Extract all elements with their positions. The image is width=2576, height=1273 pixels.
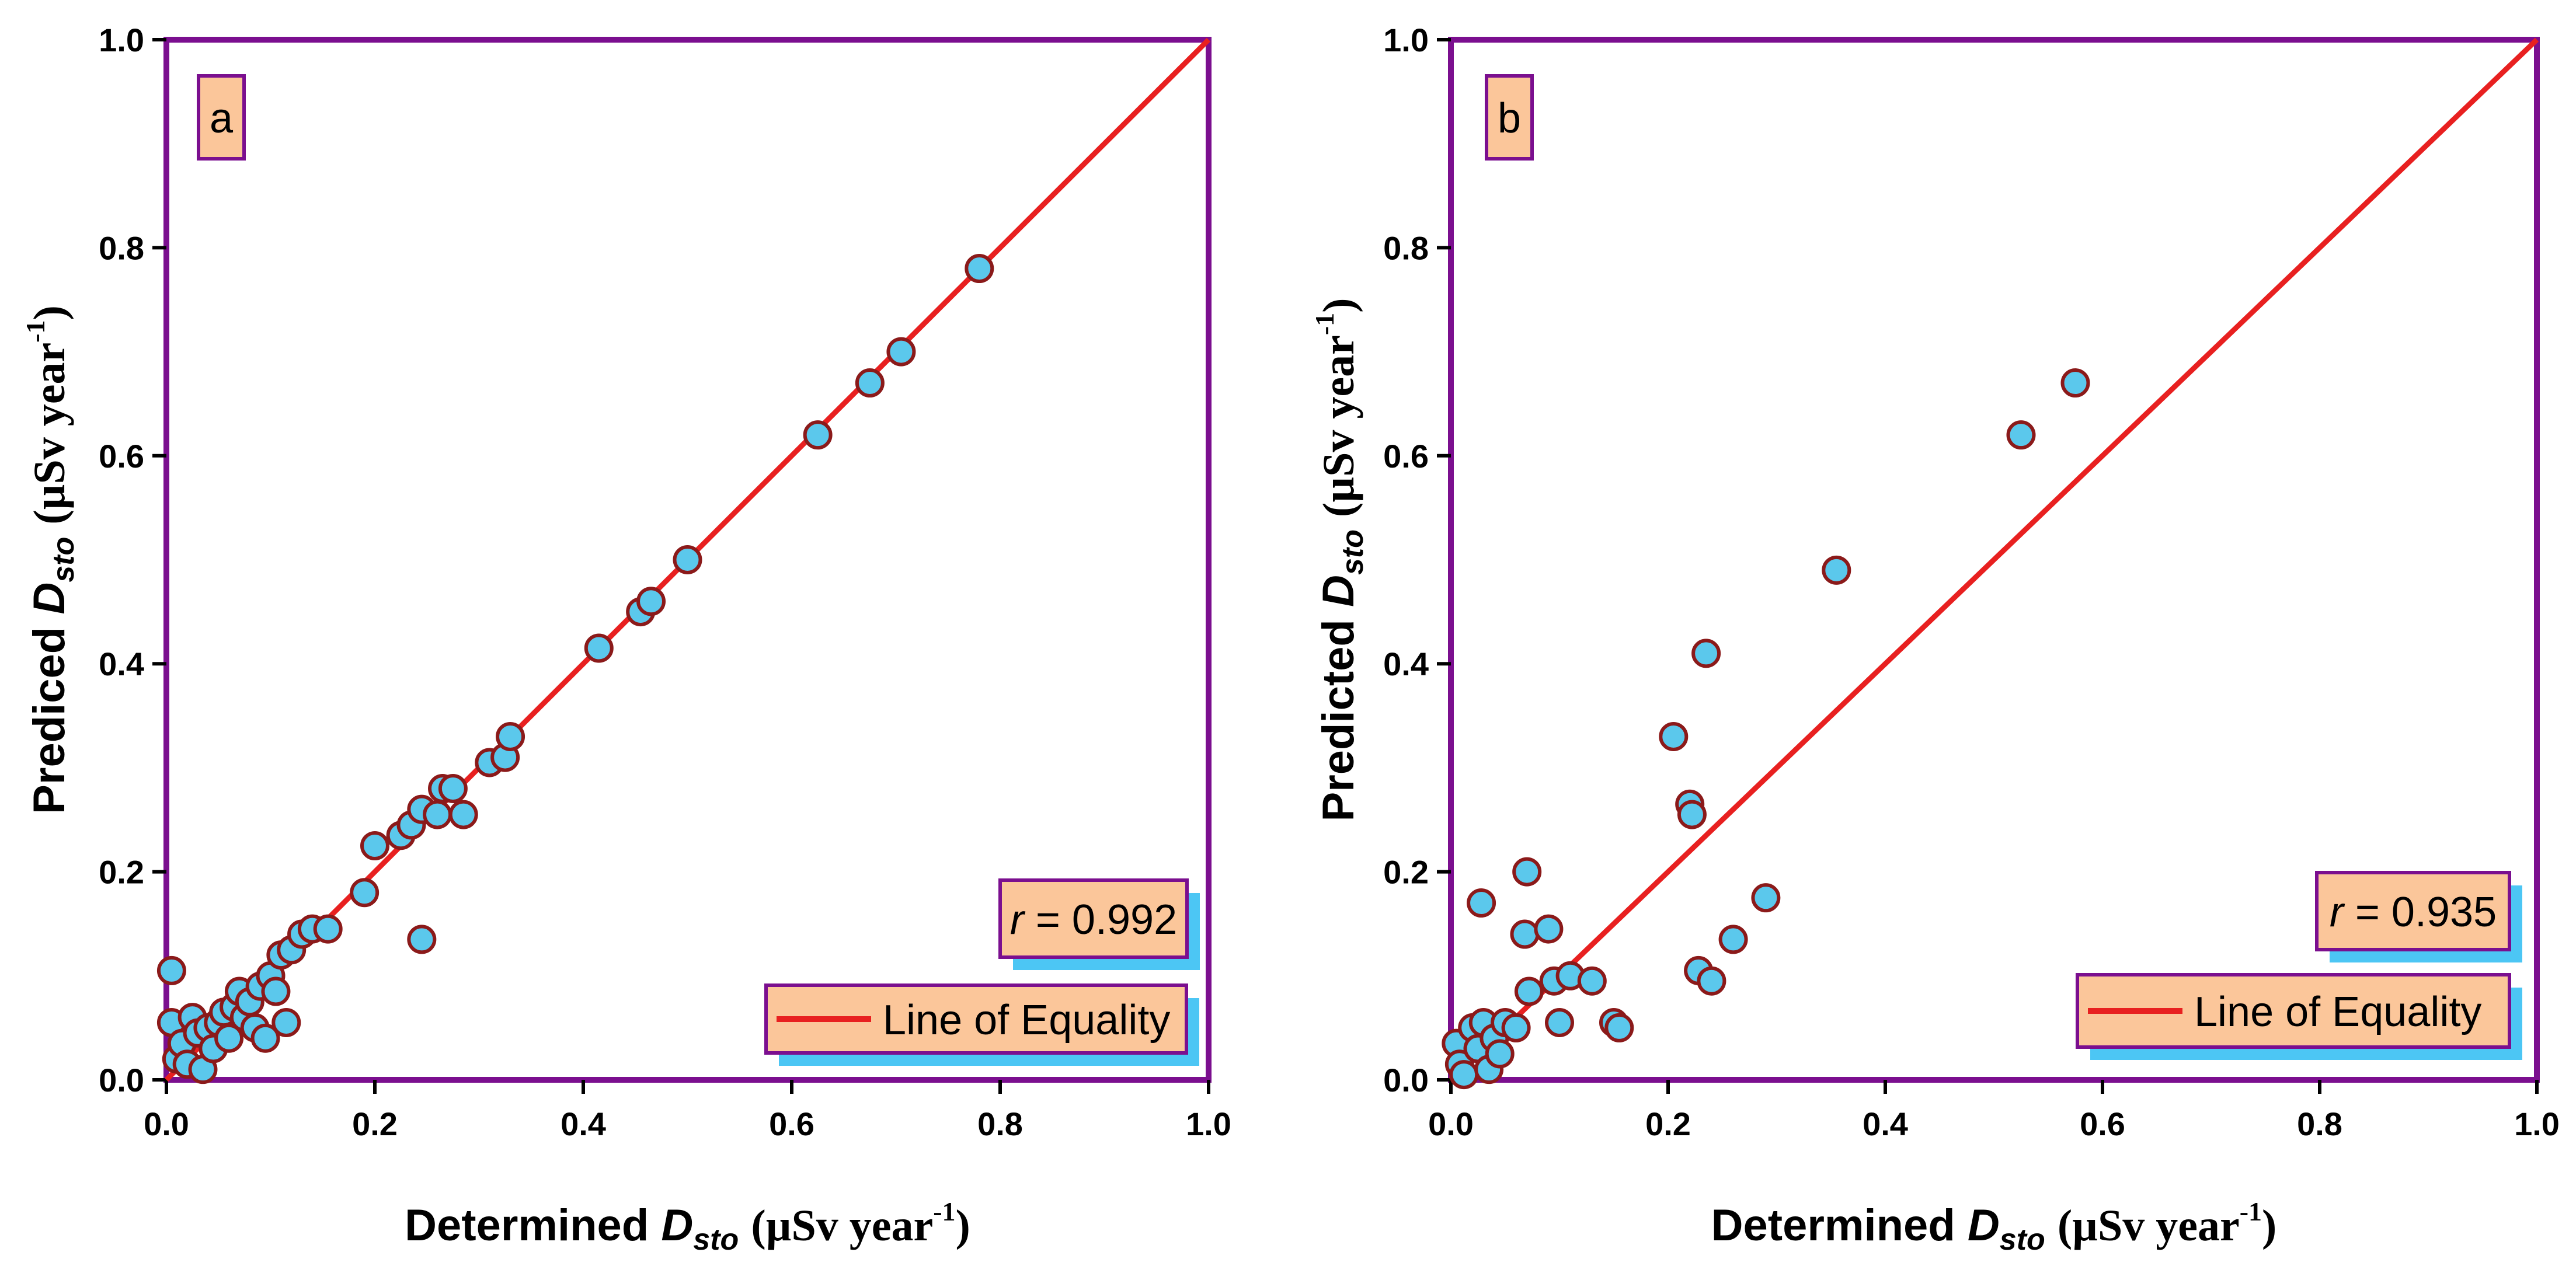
data-point: [360, 831, 389, 861]
data-point: [313, 914, 343, 944]
data-point: [448, 800, 478, 829]
legend-label: Line of Equality: [2194, 989, 2481, 1035]
r-box: [998, 878, 1189, 959]
data-point: [855, 368, 885, 398]
x-tick-label: 1.0: [1186, 1105, 1231, 1142]
panel-b: 0.0 0.2 0.4 0.6 0.8 1.0 0.0 0.2 0.4 0.6 0.8 1.0 b r =…: [1310, 22, 2560, 1257]
data-point: [1467, 888, 1496, 918]
data-point: [350, 878, 380, 908]
data-point: [2006, 420, 2036, 450]
data-point: [250, 1023, 280, 1053]
data-point: [803, 420, 833, 450]
y-tick-label: 1.0: [99, 22, 144, 58]
x-tick-label: 0.6: [769, 1105, 814, 1142]
data-point: [423, 800, 452, 829]
x-tick-label: 0.8: [2297, 1105, 2342, 1142]
data-point: [214, 1023, 244, 1053]
y-tick-label: 0.0: [1383, 1062, 1429, 1098]
data-point: [1514, 976, 1544, 1006]
x-tick-label: 0.6: [2080, 1105, 2125, 1142]
y-tick-label: 0.8: [1383, 229, 1429, 266]
y-tick-label: 0.2: [99, 854, 144, 891]
line-of-equality: [1449, 37, 2539, 1082]
data-point: [1512, 857, 1542, 887]
data-point: [1485, 1039, 1515, 1069]
x-tick-label: 0.0: [144, 1105, 189, 1142]
data-point: [2060, 368, 2090, 398]
data-point: [584, 633, 614, 663]
data-point: [261, 976, 291, 1006]
x-axis-title: Determined Dsto (µSv year-1): [1711, 1197, 2277, 1257]
data-point: [1577, 966, 1607, 996]
legend-label: Line of Equality: [883, 997, 1170, 1044]
data-point: [1534, 914, 1564, 944]
data-point: [886, 337, 916, 367]
panel-a: 0.0 0.2 0.4 0.6 0.8 1.0 0.0 0.2 0.4 0.6 0.8 1.0 a r =…: [20, 22, 1231, 1257]
panel-label: b: [1498, 95, 1521, 142]
y-axis-title: Prediced Dsto (µSv year-1): [20, 305, 81, 814]
data-point: [965, 254, 994, 284]
data-point: [1545, 1007, 1574, 1037]
y-tick-label: 0.6: [99, 438, 144, 475]
data-point: [1449, 1060, 1479, 1090]
data-point: [1822, 555, 1851, 585]
x-tick-label: 0.2: [1645, 1105, 1691, 1142]
plot-frame: [1448, 37, 2540, 1083]
data-point: [1510, 919, 1540, 949]
y-tick-label: 0.6: [1383, 438, 1429, 475]
data-point: [1659, 721, 1689, 751]
y-axis-title: Predicted Dsto (µSv year-1): [1310, 298, 1370, 822]
r-value: r = 0.935: [2330, 889, 2497, 936]
data-point: [407, 925, 437, 954]
panel-label-box: [197, 74, 246, 161]
data-point: [271, 1007, 301, 1037]
data-point: [1718, 925, 1748, 954]
panel-label: a: [210, 95, 234, 142]
x-tick-label: 0.4: [561, 1105, 606, 1142]
y-tick-label: 1.0: [1383, 22, 1429, 58]
r-box: [2315, 871, 2511, 951]
y-tick-label: 0.8: [99, 229, 144, 266]
y-tick-label: 0.0: [99, 1062, 144, 1098]
x-tick-label: 0.0: [1428, 1105, 1474, 1142]
data-point: [1697, 966, 1726, 996]
x-axis-title: Determined Dsto (µSv year-1): [405, 1197, 970, 1257]
panel-label-box: [1485, 74, 1534, 161]
data-point: [156, 955, 186, 985]
x-tick-label: 0.8: [977, 1105, 1023, 1142]
data-point: [673, 545, 702, 574]
x-tick-label: 0.2: [352, 1105, 398, 1142]
r-value: r = 0.992: [1010, 897, 1177, 943]
data-point: [636, 587, 666, 616]
x-tick-label: 0.4: [1863, 1105, 1908, 1142]
y-tick-label: 0.4: [1383, 646, 1429, 682]
plot-frame: [163, 37, 1212, 1083]
data-point: [1677, 800, 1707, 829]
data-point: [496, 721, 525, 751]
data-point: [438, 774, 468, 804]
data-point: [1501, 1013, 1531, 1042]
y-tick-label: 0.2: [1383, 854, 1429, 891]
data-point: [1751, 883, 1781, 913]
x-tick-label: 1.0: [2514, 1105, 2560, 1142]
data-point: [1691, 639, 1721, 668]
data-point: [1604, 1013, 1634, 1042]
y-tick-label: 0.4: [99, 646, 144, 682]
